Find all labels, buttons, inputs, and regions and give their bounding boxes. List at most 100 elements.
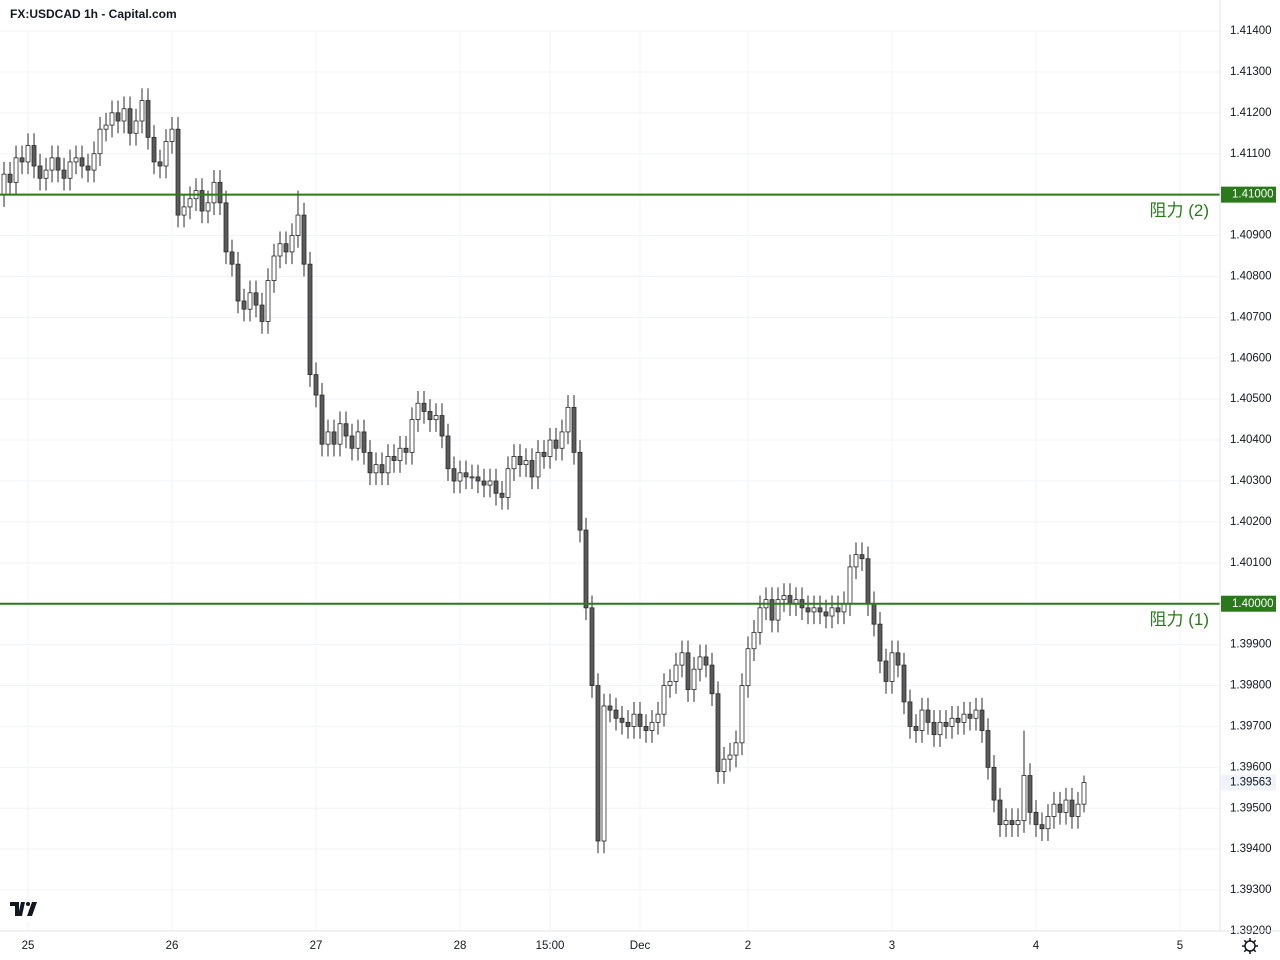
candle-body [523,460,529,466]
y-tick-label: 1.39300 [1230,884,1272,896]
x-tick-label: 27 [310,940,323,952]
candle-body [859,554,865,560]
candle-body [1003,820,1009,826]
candle-body [355,431,361,449]
candle-body [631,713,637,727]
candle-body [319,394,325,445]
candle-body [169,128,175,142]
candle-body [757,607,763,633]
candle-body [241,300,247,310]
candle-body [805,607,811,613]
candle-body [769,599,775,621]
candle-body [871,603,877,625]
y-tick-label: 1.40400 [1230,434,1272,446]
logo [8,898,40,922]
overlays: 1.41000 阻力 (2) 1.40000 阻力 (1) 1.39563 [0,186,1276,791]
candle-body [547,439,553,457]
candle-body [511,456,517,470]
candle-body [337,423,343,445]
candle-body [361,431,367,453]
candle-body [565,406,571,433]
candle-body [1021,775,1027,821]
candle-body [61,169,67,179]
candle-body [589,607,595,686]
candle-body [205,202,211,212]
x-tick-label: 25 [22,940,35,952]
candle-body [313,374,319,396]
candle-body [655,713,661,723]
candle-body [247,292,253,310]
candle-body [223,202,229,253]
candle-body [151,136,157,163]
candle-body [307,263,313,376]
candle-body [499,492,505,498]
candle-body [265,280,271,322]
candle-body [481,480,487,486]
candle-body [163,141,169,167]
level-label: 阻力 (1) [1150,610,1210,629]
candle-body [691,668,697,691]
candle-body [715,693,721,772]
y-tick-label: 1.40800 [1230,270,1272,282]
candle-body [709,664,715,695]
candle-body [703,656,709,666]
x-tick-label: 5 [1177,940,1183,952]
y-tick-label: 1.40700 [1230,311,1272,323]
level-label: 阻力 (2) [1150,201,1210,220]
price-label: 1.41000 [1232,189,1274,201]
y-tick-label: 1.40200 [1230,516,1272,528]
candle-body [19,157,25,163]
y-tick-label: 1.41400 [1230,25,1272,37]
candle-body [895,652,901,666]
candle-body [781,595,787,601]
candle-body [1,173,7,196]
candle-body [931,721,937,736]
candle-body [919,709,925,731]
candle-body [7,173,13,183]
candle-body [685,652,691,691]
price-label: 1.40000 [1232,598,1274,610]
candle-body [409,419,415,453]
candle-body [673,664,679,682]
candle-body [913,726,919,731]
candle-body [415,402,421,421]
candle-body [853,554,859,568]
candle-body [463,472,469,478]
candle-body [733,742,739,756]
y-tick-label: 1.40500 [1230,393,1272,405]
candle-body [31,145,37,167]
y-tick-label: 1.41200 [1230,107,1272,119]
candle-body [637,713,643,727]
candle-body [1009,820,1015,826]
candle-body [139,100,145,122]
candle-body [475,476,481,482]
candle-body [1063,799,1069,813]
candle-body [493,480,499,494]
candle-body [583,529,589,609]
y-tick-label: 1.39700 [1230,720,1272,732]
candle-body [115,112,121,122]
candle-body [1039,824,1045,830]
candle-body [865,558,871,605]
candle-body [577,451,583,531]
settings-icon[interactable] [1242,938,1258,954]
candle-body [751,631,757,650]
candle-body [1033,811,1039,826]
y-tick-label: 1.39400 [1230,843,1272,855]
candle-body [787,595,793,605]
candle-body [217,181,223,204]
candle-body [937,721,943,736]
candle-body [127,108,133,134]
last-price-box [1221,774,1276,791]
candle-body [613,709,619,719]
candle-body [1045,816,1051,830]
candle-body [175,128,181,216]
candle-body [259,304,265,322]
candle-body [505,468,511,498]
candle-body [271,255,277,281]
candle-body [607,705,613,711]
candle-body [1015,820,1021,826]
price-label-box [1221,595,1276,612]
x-tick-label: 3 [889,940,895,952]
candle-body [427,411,433,421]
